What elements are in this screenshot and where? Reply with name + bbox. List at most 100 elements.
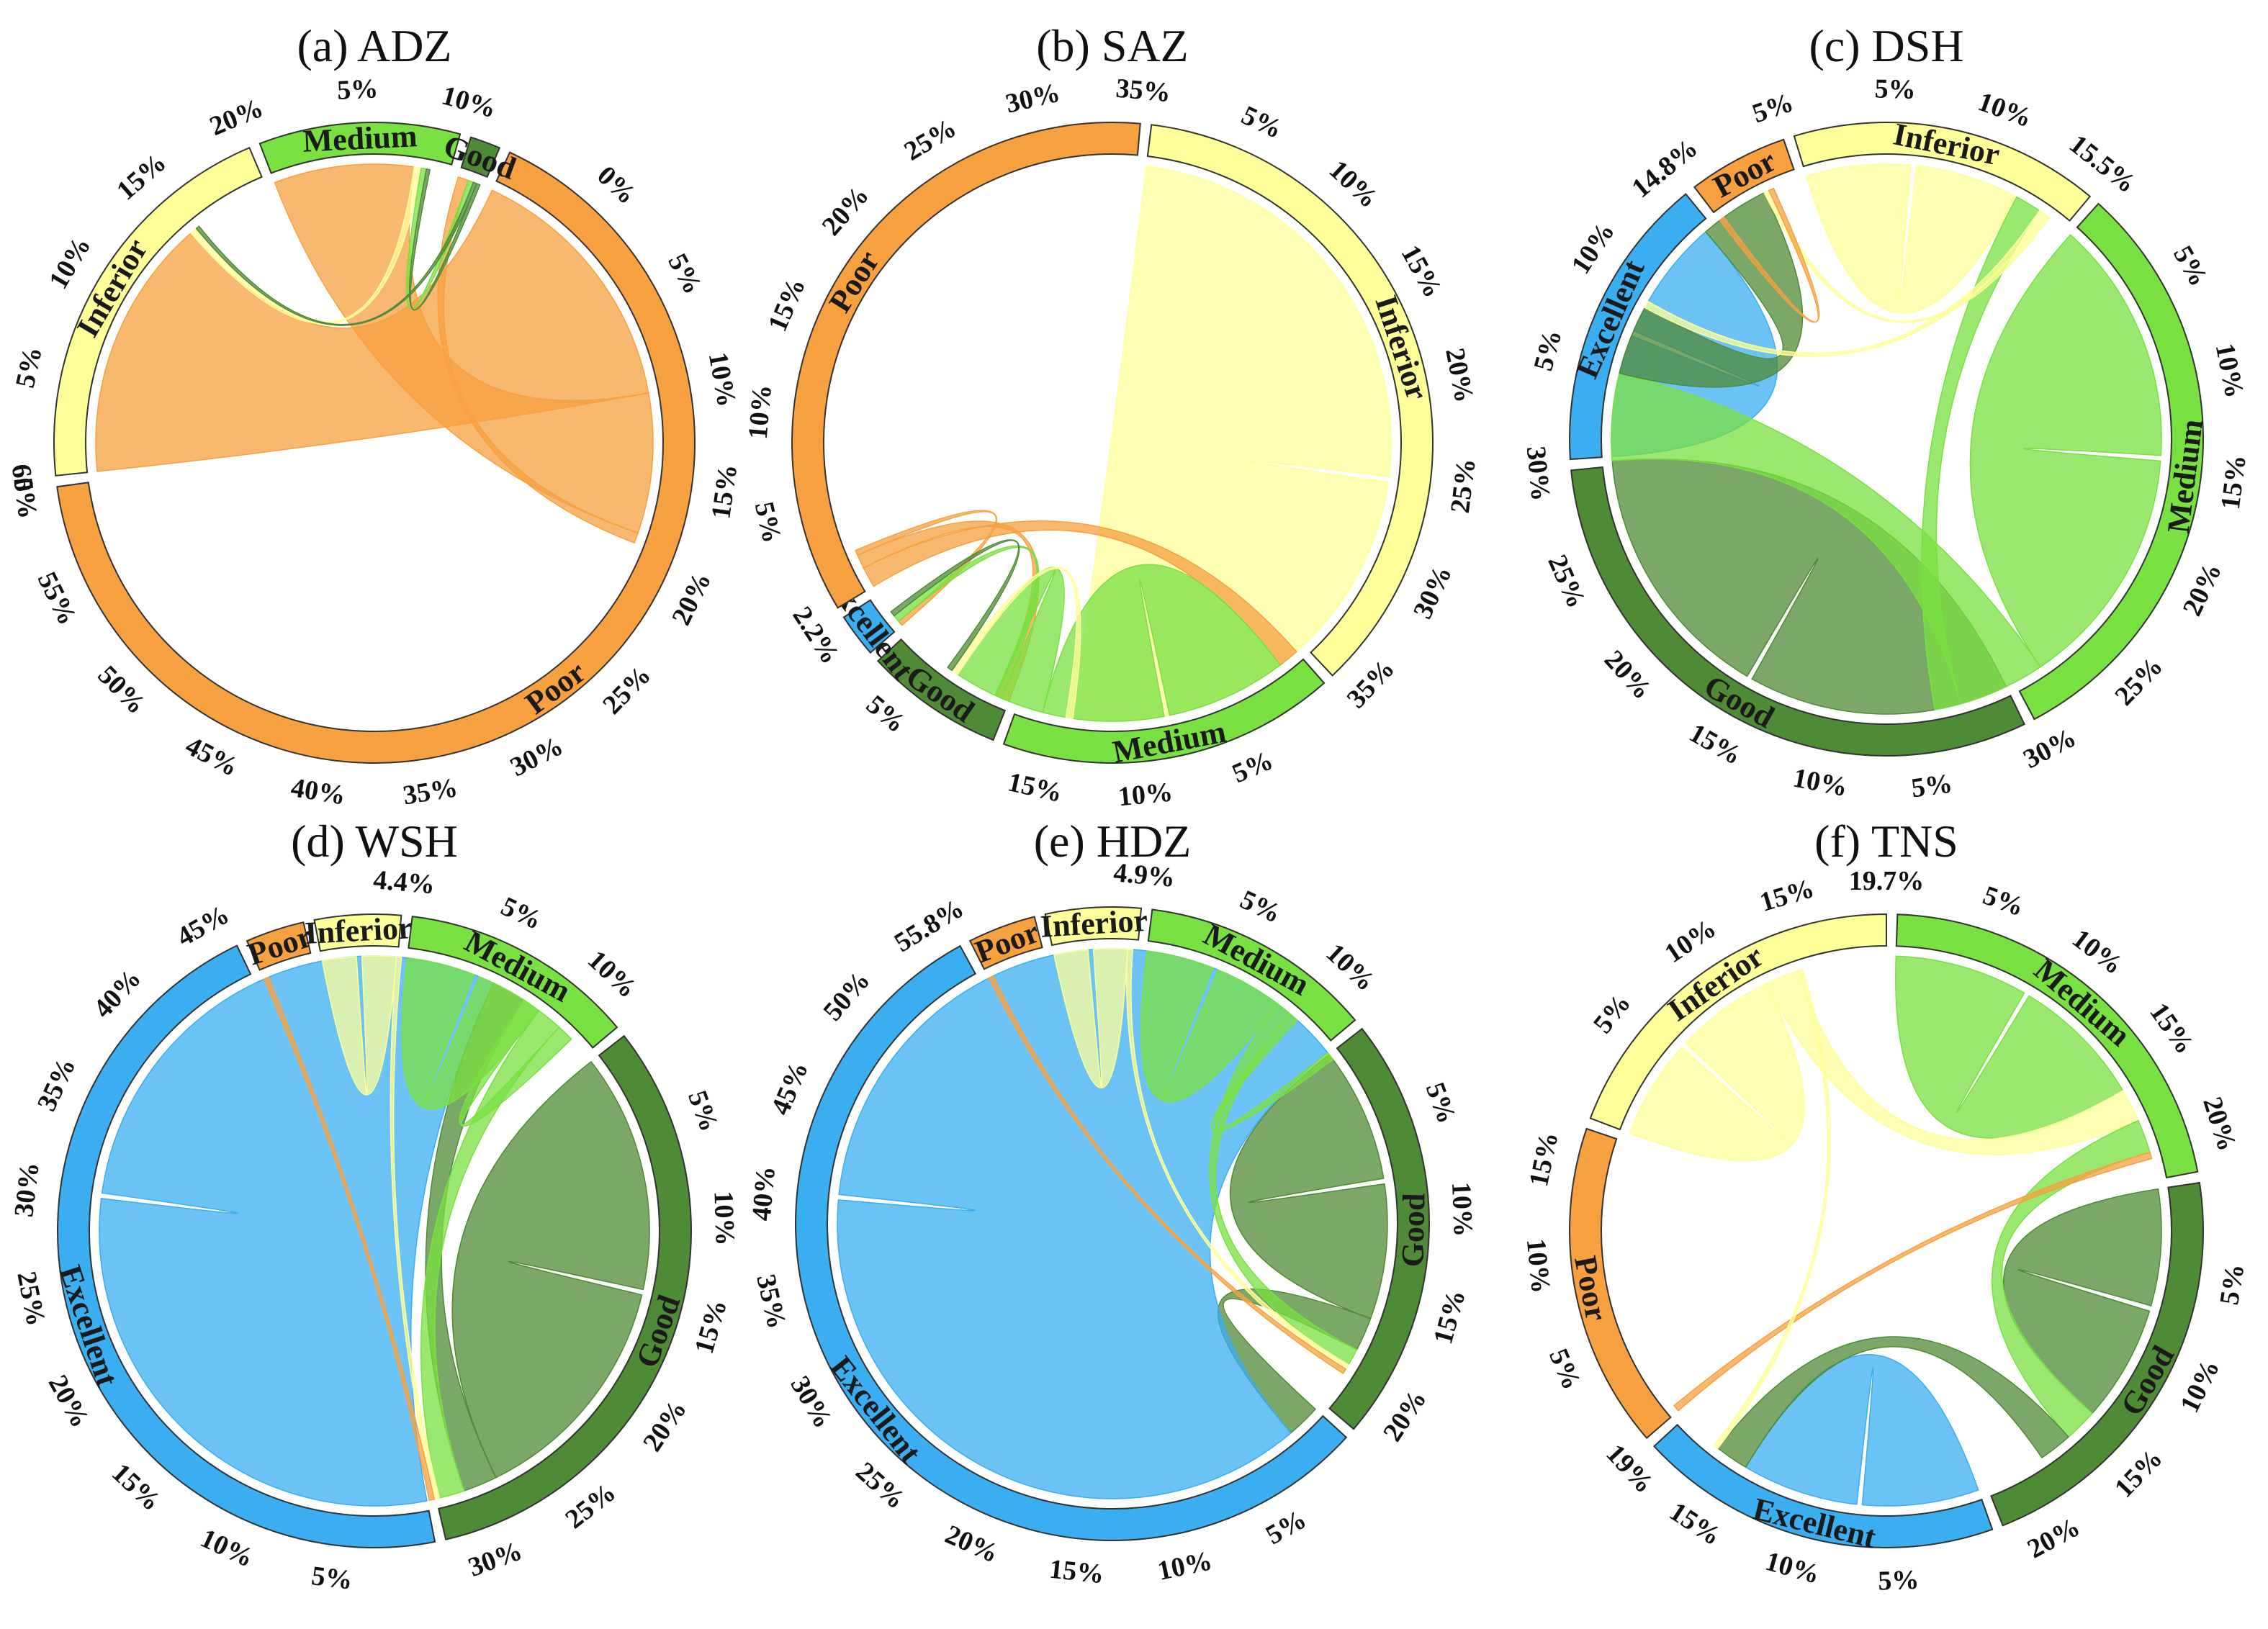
segment-good <box>460 136 501 179</box>
chord-good-to-good <box>2003 1188 2162 1414</box>
tick-label: 5% <box>860 690 912 739</box>
tick-label: 50% <box>92 660 152 721</box>
tick-label: 5% <box>2167 241 2214 292</box>
chord-poor-to-excellent <box>1719 187 1820 323</box>
chord-poor-to-good <box>263 976 436 1502</box>
tick-label: 20% <box>2197 1093 2242 1155</box>
chord-medium-to-medium <box>1140 950 1279 1103</box>
tick-label: 30% <box>1521 445 1556 502</box>
chord-medium-to-inferior <box>1921 196 2040 710</box>
tick-label: 20% <box>666 567 717 630</box>
tick-label: 45% <box>765 1057 814 1119</box>
segment-excellent <box>842 599 896 654</box>
chord-panel-1: (a) ADZPoor0%5%10%15%20%25%30%35%40%45%5… <box>6 20 744 811</box>
chord-good-to-inferior <box>195 181 478 326</box>
tick-label: 10% <box>1446 1181 1478 1237</box>
tick-label: 65% <box>6 462 43 520</box>
tick-label: 10% <box>2066 924 2128 980</box>
tick-label: 10% <box>2210 341 2250 401</box>
tick-label: 10% <box>743 384 778 441</box>
segment-inferior <box>1589 913 1887 1131</box>
tick-label: 5% <box>1228 745 1277 789</box>
tick-label: 0% <box>591 160 642 210</box>
panel-title: (c) DSH <box>1809 20 1963 71</box>
tick-label: 5% <box>1588 988 1637 1039</box>
chord-inferior-to-excellent <box>1713 968 1831 1450</box>
tick-label: 5% <box>749 499 788 546</box>
chord-medium-to-medium <box>1042 564 1282 722</box>
tick-label: 5% <box>310 1561 354 1596</box>
tick-label: 5% <box>496 891 546 936</box>
segment-poor <box>968 916 1043 970</box>
segment-medium <box>1002 658 1326 764</box>
segment-medium <box>258 122 462 174</box>
tick-label: 30% <box>2018 722 2081 775</box>
tick-label: 45% <box>181 731 243 782</box>
chord-panel-6: (f) TNSMedium5%10%15%20%Good5%10%15%20%E… <box>1521 816 2251 1597</box>
tick-label: 5% <box>1979 880 2028 923</box>
tick-label: 35% <box>1115 73 1171 108</box>
segment-inferior <box>1044 906 1143 947</box>
segment-label: Good <box>1395 1193 1431 1268</box>
tick-label: 40% <box>747 1165 781 1222</box>
panel-title: (d) WSH <box>291 816 458 867</box>
tick-label: 5% <box>1543 1345 1587 1394</box>
tick-label: 5% <box>1420 1078 1462 1127</box>
tick-label: 19.7% <box>1849 866 1925 896</box>
tick-label: 10% <box>1117 777 1174 812</box>
tick-label: 25% <box>2109 651 2169 711</box>
tick-label: 10% <box>2174 1355 2226 1417</box>
segment-good <box>1328 1027 1430 1430</box>
tick-label: 20% <box>1598 644 1657 705</box>
tick-label: 15% <box>106 1458 166 1517</box>
tick-label: 5% <box>336 73 379 106</box>
tick-label: 4.4% <box>372 865 436 900</box>
chord-poor-to-good <box>437 176 639 544</box>
tick-label: 25% <box>597 660 657 721</box>
tick-label: 15% <box>2109 1443 2169 1504</box>
segment-good <box>1990 1181 2204 1527</box>
tick-label: 25% <box>1445 457 1482 515</box>
segment-inferior <box>313 913 402 952</box>
tick-label: 4.9% <box>1112 857 1176 893</box>
tick-label: 5% <box>662 248 708 299</box>
segment-poor <box>791 122 1141 609</box>
segment-good <box>1570 466 2026 757</box>
segment-good <box>876 638 1007 741</box>
tick-label: 15% <box>1757 873 1818 918</box>
tick-label: 50% <box>817 965 876 1026</box>
tick-label: 15% <box>1048 1554 1105 1590</box>
segment-poor <box>56 151 696 764</box>
tick-label: 5% <box>10 344 48 391</box>
tick-label: 55% <box>32 567 83 630</box>
tick-label: 40% <box>88 963 147 1024</box>
tick-label: 10% <box>43 232 97 294</box>
tick-label: 5% <box>1261 1504 1311 1551</box>
tick-label: 20% <box>2022 1512 2085 1564</box>
tick-label: 10% <box>1660 913 1722 969</box>
tick-label: 14.8% <box>1626 133 1703 204</box>
segment-inferior <box>1793 122 2092 222</box>
tick-label: 30% <box>1003 78 1063 119</box>
tick-label: 15% <box>1005 767 1065 808</box>
tick-label: 15% <box>689 1296 733 1358</box>
segment-excellent <box>57 944 436 1549</box>
tick-label: 35% <box>401 772 460 811</box>
tick-label: 5% <box>1749 87 1798 129</box>
tick-label: 20% <box>637 1395 693 1458</box>
tick-label: 25% <box>899 113 962 167</box>
tick-label: 30% <box>1408 561 1458 623</box>
chord-good-to-excellent <box>890 539 1020 672</box>
panel-title: (a) ADZ <box>297 20 451 71</box>
tick-label: 15% <box>1664 1497 1727 1552</box>
segment-medium <box>408 916 618 1049</box>
tick-label: 5% <box>2214 1262 2250 1307</box>
chord-poor-to-excellent <box>855 510 998 626</box>
tick-label: 10% <box>1762 1546 1822 1590</box>
tick-label: 10% <box>1320 938 1380 997</box>
segment-label: Good <box>439 127 521 186</box>
tick-label: 30% <box>464 1535 526 1583</box>
segment-inferior <box>53 146 263 477</box>
segment-inferior <box>1146 124 1434 677</box>
tick-label: 10% <box>438 80 499 124</box>
